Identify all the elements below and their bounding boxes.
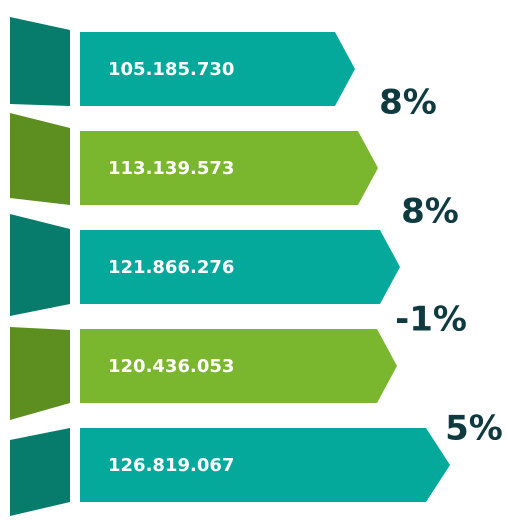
tab [10,327,70,420]
arrow-bar [80,230,400,304]
arrow-bar [80,131,378,205]
value-label: 105.185.730 [108,59,234,80]
tab [10,214,70,316]
tab [10,113,70,205]
arrow-bar [80,428,450,502]
value-label: 126.819.067 [108,455,234,476]
change-label: 8% [379,83,437,123]
tab [10,428,70,516]
change-label: -1% [395,300,467,340]
change-label: 8% [401,192,459,232]
change-label: 5% [445,409,503,449]
value-label: 113.139.573 [108,158,234,179]
arrow-bar [80,32,355,106]
tab [10,17,70,106]
value-label: 120.436.053 [108,356,234,377]
arrow-bar [80,329,397,403]
value-label: 121.866.276 [108,257,234,278]
